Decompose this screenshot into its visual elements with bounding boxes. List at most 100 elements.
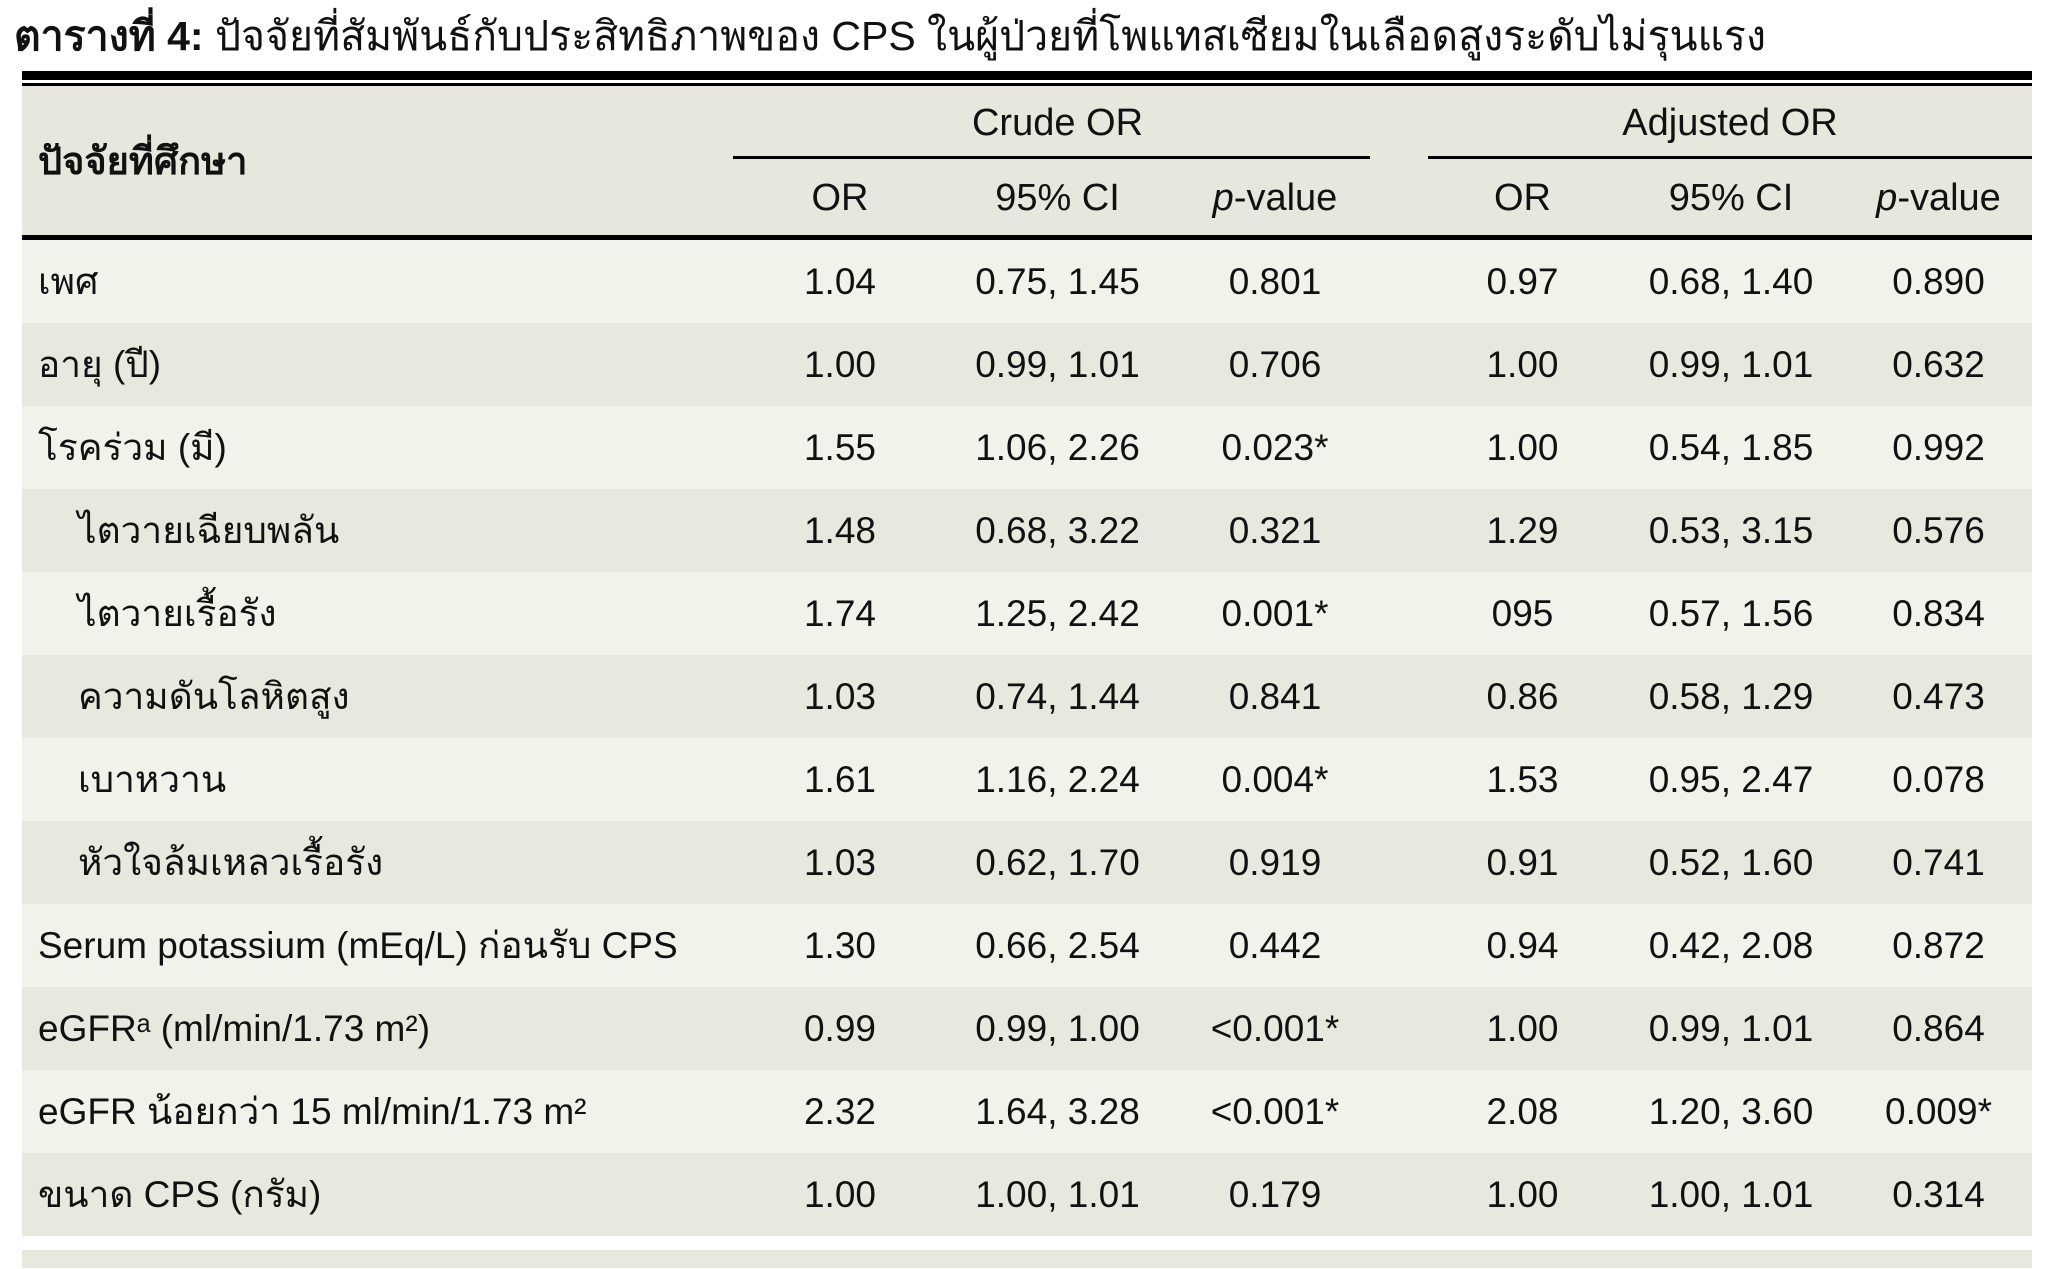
group-spacer-cell bbox=[1370, 904, 1428, 987]
group-spacer-cell bbox=[1370, 1070, 1428, 1153]
factor-label-cell: ไตวายเรื้อรัง bbox=[78, 593, 277, 634]
crude-ci-cell: 0.74, 1.44 bbox=[975, 675, 1140, 717]
table-row: eGFR น้อยกว่า 15 ml/min/1.73 m² 2.32 1.6… bbox=[22, 1070, 2032, 1153]
crude-ci-column-header: 95% CI bbox=[995, 176, 1120, 219]
table-row: โรคร่วม (มี) 1.55 1.06, 2.26 0.023* 1.00… bbox=[22, 406, 2032, 489]
factor-label-cell: เพศ bbox=[38, 261, 99, 302]
adjusted-ci-cell: 0.68, 1.40 bbox=[1648, 260, 1814, 302]
header-bottom-rule bbox=[22, 235, 2032, 240]
group-spacer-cell bbox=[1370, 489, 1428, 572]
crude-or-cell: 1.74 bbox=[803, 592, 876, 634]
crude-ci-cell: 1.00, 1.01 bbox=[975, 1173, 1140, 1215]
crude-ci-cell: 1.16, 2.24 bbox=[975, 758, 1140, 800]
factor-label-cell: เบาหวาน bbox=[78, 759, 227, 800]
crude-or-cell: 1.04 bbox=[803, 260, 876, 302]
group-spacer-cell bbox=[1370, 1153, 1428, 1236]
crude-or-cell: 1.55 bbox=[803, 426, 876, 468]
adjusted-pvalue-cell: 0.890 bbox=[1892, 260, 1985, 302]
table-row: ความดันโลหิตสูง 1.03 0.74, 1.44 0.841 0.… bbox=[22, 655, 2032, 738]
adjusted-or-group-label: Adjusted OR bbox=[1622, 102, 1838, 144]
factor-label-cell: eGFR น้อยกว่า 15 ml/min/1.73 m² bbox=[38, 1091, 587, 1132]
group-spacer-cell bbox=[1370, 572, 1428, 655]
group-spacer-cell bbox=[1370, 738, 1428, 821]
adjusted-pvalue-rest: -value bbox=[1897, 176, 2001, 219]
crude-or-cell: 1.30 bbox=[803, 924, 876, 966]
crude-pvalue-column-header: p -value bbox=[1180, 161, 1370, 235]
adjusted-pvalue-column-header: p -value bbox=[1845, 161, 2032, 235]
factor-label-cell: อายุ (ปี) bbox=[38, 344, 162, 385]
adjusted-pvalue-cell: 0.078 bbox=[1892, 758, 1985, 800]
table-row: อายุ (ปี) 1.00 0.99, 1.01 0.706 1.00 0.9… bbox=[22, 323, 2032, 406]
crude-pvalue-p: p bbox=[1212, 176, 1234, 219]
adjusted-ci-cell: 0.58, 1.29 bbox=[1648, 675, 1814, 717]
crude-or-cell: 2.32 bbox=[803, 1090, 876, 1132]
adjusted-ci-cell: 0.52, 1.60 bbox=[1648, 841, 1814, 883]
adjusted-or-cell: 1.29 bbox=[1486, 509, 1559, 551]
factor-label-cell: ไตวายเฉียบพลัน bbox=[78, 510, 340, 551]
factor-label-cell: หัวใจล้มเหลวเรื้อรัง bbox=[78, 842, 384, 883]
adjusted-pvalue-cell: 0.834 bbox=[1892, 592, 1985, 634]
adjusted-pvalue-cell: 0.576 bbox=[1892, 509, 1985, 551]
adjusted-ci-cell: 0.53, 3.15 bbox=[1648, 509, 1814, 551]
crude-or-column-header: OR bbox=[811, 176, 869, 219]
adjusted-ci-cell: 1.20, 3.60 bbox=[1648, 1090, 1814, 1132]
table-title: ตารางที่ 4: ปัจจัยที่สัมพันธ์กับประสิทธิ… bbox=[14, 6, 2044, 68]
crude-pvalue-cell: 0.442 bbox=[1228, 924, 1322, 966]
adjusted-or-cell: 0.97 bbox=[1486, 260, 1559, 302]
group-spacer-cell bbox=[1370, 821, 1428, 904]
adjusted-or-cell: 0.94 bbox=[1486, 924, 1559, 966]
table-row: ขนาด CPS (กรัม) 1.00 1.00, 1.01 0.179 1.… bbox=[22, 1153, 2032, 1236]
table-bottom-gap bbox=[22, 1236, 2032, 1250]
table-bottom-strip bbox=[22, 1250, 2032, 1268]
crude-pvalue-cell: 0.706 bbox=[1228, 343, 1322, 385]
adjusted-ci-cell: 0.99, 1.01 bbox=[1648, 343, 1814, 385]
crude-or-cell: 1.48 bbox=[803, 509, 876, 551]
table-row: Serum potassium (mEq/L) ก่อนรับ CPS 1.30… bbox=[22, 904, 2032, 987]
adjusted-or-cell: 1.00 bbox=[1486, 343, 1559, 385]
adjusted-pvalue-cell: 0.872 bbox=[1892, 924, 1985, 966]
group-spacer-cell bbox=[1370, 987, 1428, 1070]
factor-label-cell: โรคร่วม (มี) bbox=[38, 427, 227, 468]
adjusted-or-cell: 1.00 bbox=[1486, 1173, 1559, 1215]
table-row: หัวใจล้มเหลวเรื้อรัง 1.03 0.62, 1.70 0.9… bbox=[22, 821, 2032, 904]
adjusted-ci-cell: 1.00, 1.01 bbox=[1648, 1173, 1814, 1215]
adjusted-ci-cell: 0.57, 1.56 bbox=[1648, 592, 1814, 634]
adjusted-or-group-header: Adjusted OR bbox=[1428, 86, 2032, 161]
adjusted-or-cell: 2.08 bbox=[1486, 1090, 1559, 1132]
adjusted-pvalue-cell: 0.741 bbox=[1892, 841, 1985, 883]
adjusted-pvalue-cell: 0.864 bbox=[1892, 1007, 1985, 1049]
crude-or-cell: 0.99 bbox=[803, 1007, 876, 1049]
crude-ci-cell: 0.66, 2.54 bbox=[975, 924, 1140, 966]
table-title-text: ปัจจัยที่สัมพันธ์กับประสิทธิภาพของ CPS ใ… bbox=[203, 13, 1766, 59]
adjusted-pvalue-cell: 0.314 bbox=[1892, 1173, 1985, 1215]
crude-ci-cell: 0.68, 3.22 bbox=[975, 509, 1140, 551]
adjusted-or-cell: 0.91 bbox=[1486, 841, 1559, 883]
adjusted-ci-cell: 0.99, 1.01 bbox=[1648, 1007, 1814, 1049]
adjusted-pvalue-cell: 0.009* bbox=[1885, 1090, 1992, 1132]
crude-pvalue-cell: 0.321 bbox=[1228, 509, 1322, 551]
crude-or-cell: 1.03 bbox=[803, 841, 876, 883]
top-rule-thick bbox=[22, 71, 2032, 80]
factor-column-header: ปัจจัยที่ศึกษา bbox=[38, 141, 248, 183]
crude-or-cell: 1.03 bbox=[803, 675, 876, 717]
table-row: ไตวายเรื้อรัง 1.74 1.25, 2.42 0.001* 095… bbox=[22, 572, 2032, 655]
adjusted-or-cell: 0.86 bbox=[1486, 675, 1559, 717]
crude-ci-cell: 1.06, 2.26 bbox=[975, 426, 1140, 468]
crude-pvalue-cell: 0.001* bbox=[1221, 592, 1329, 634]
table-title-prefix: ตารางที่ 4: bbox=[14, 13, 204, 59]
crude-pvalue-cell: <0.001* bbox=[1210, 1090, 1340, 1132]
crude-ci-cell: 0.62, 1.70 bbox=[975, 841, 1140, 883]
table-body: เพศ 1.04 0.75, 1.45 0.801 0.97 0.68, 1.4… bbox=[22, 240, 2032, 1236]
table-row: เพศ 1.04 0.75, 1.45 0.801 0.97 0.68, 1.4… bbox=[22, 240, 2032, 323]
crude-pvalue-cell: 0.841 bbox=[1228, 675, 1322, 717]
adjusted-pvalue-cell: 0.473 bbox=[1892, 675, 1985, 717]
crude-ci-cell: 1.64, 3.28 bbox=[975, 1090, 1140, 1132]
crude-or-group-header: Crude OR bbox=[733, 86, 1370, 161]
group-spacer-cell bbox=[1370, 655, 1428, 738]
group-spacer-cell bbox=[1370, 240, 1428, 323]
crude-pvalue-rest: -value bbox=[1233, 176, 1338, 219]
adjusted-ci-column-header: 95% CI bbox=[1668, 176, 1794, 219]
crude-ci-cell: 1.25, 2.42 bbox=[975, 592, 1140, 634]
adjusted-or-cell: 095 bbox=[1491, 592, 1554, 634]
